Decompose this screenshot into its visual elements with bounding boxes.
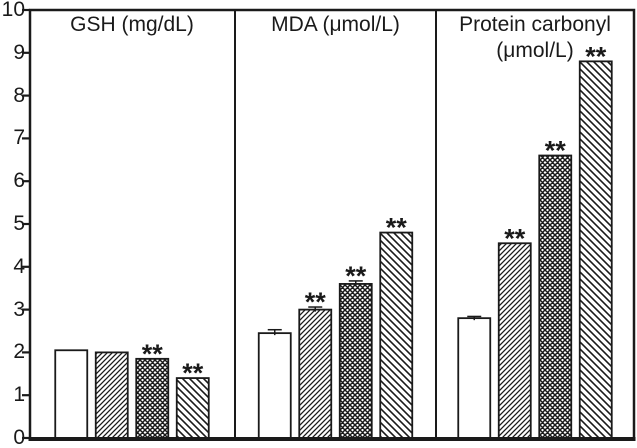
bar bbox=[338, 283, 373, 439]
bar bbox=[298, 308, 333, 439]
bar bbox=[578, 60, 613, 439]
significance-marker: ** bbox=[305, 287, 327, 317]
y-tick-label: 6 bbox=[13, 169, 25, 193]
y-tick-label: 5 bbox=[13, 212, 25, 235]
y-tick-label: 3 bbox=[13, 297, 25, 321]
y-tick-label: 7 bbox=[13, 126, 25, 150]
significance-marker: ** bbox=[545, 136, 567, 166]
y-tick-label: 8 bbox=[13, 83, 25, 107]
bar bbox=[497, 242, 532, 439]
significance-marker: ** bbox=[585, 41, 607, 71]
y-tick-label: 2 bbox=[13, 340, 25, 364]
bar bbox=[175, 377, 210, 439]
panel-title-mda: MDA (μmol/L) bbox=[271, 13, 400, 36]
panel-title-protein-carbonyl: Protein carbonyl (μmol/L) bbox=[459, 13, 611, 62]
y-tick-label: 1 bbox=[13, 383, 25, 407]
significance-marker: ** bbox=[142, 339, 164, 369]
bar bbox=[379, 231, 414, 439]
bar bbox=[538, 154, 573, 439]
significance-marker: ** bbox=[182, 358, 204, 388]
panel-title-gsh: GSH (mg/dL) bbox=[70, 13, 194, 36]
bar bbox=[94, 351, 129, 439]
y-tick-label: 9 bbox=[13, 40, 25, 64]
significance-marker: ** bbox=[386, 213, 408, 243]
significance-marker: ** bbox=[504, 223, 526, 253]
y-tick-label: 4 bbox=[13, 254, 25, 278]
significance-marker: ** bbox=[345, 261, 367, 291]
y-tick-label: 10 bbox=[1, 0, 25, 21]
y-tick-label: 0 bbox=[13, 426, 25, 448]
bar bbox=[457, 317, 492, 439]
bar bbox=[54, 349, 89, 439]
bar bbox=[257, 332, 292, 439]
bar bbox=[135, 357, 170, 439]
